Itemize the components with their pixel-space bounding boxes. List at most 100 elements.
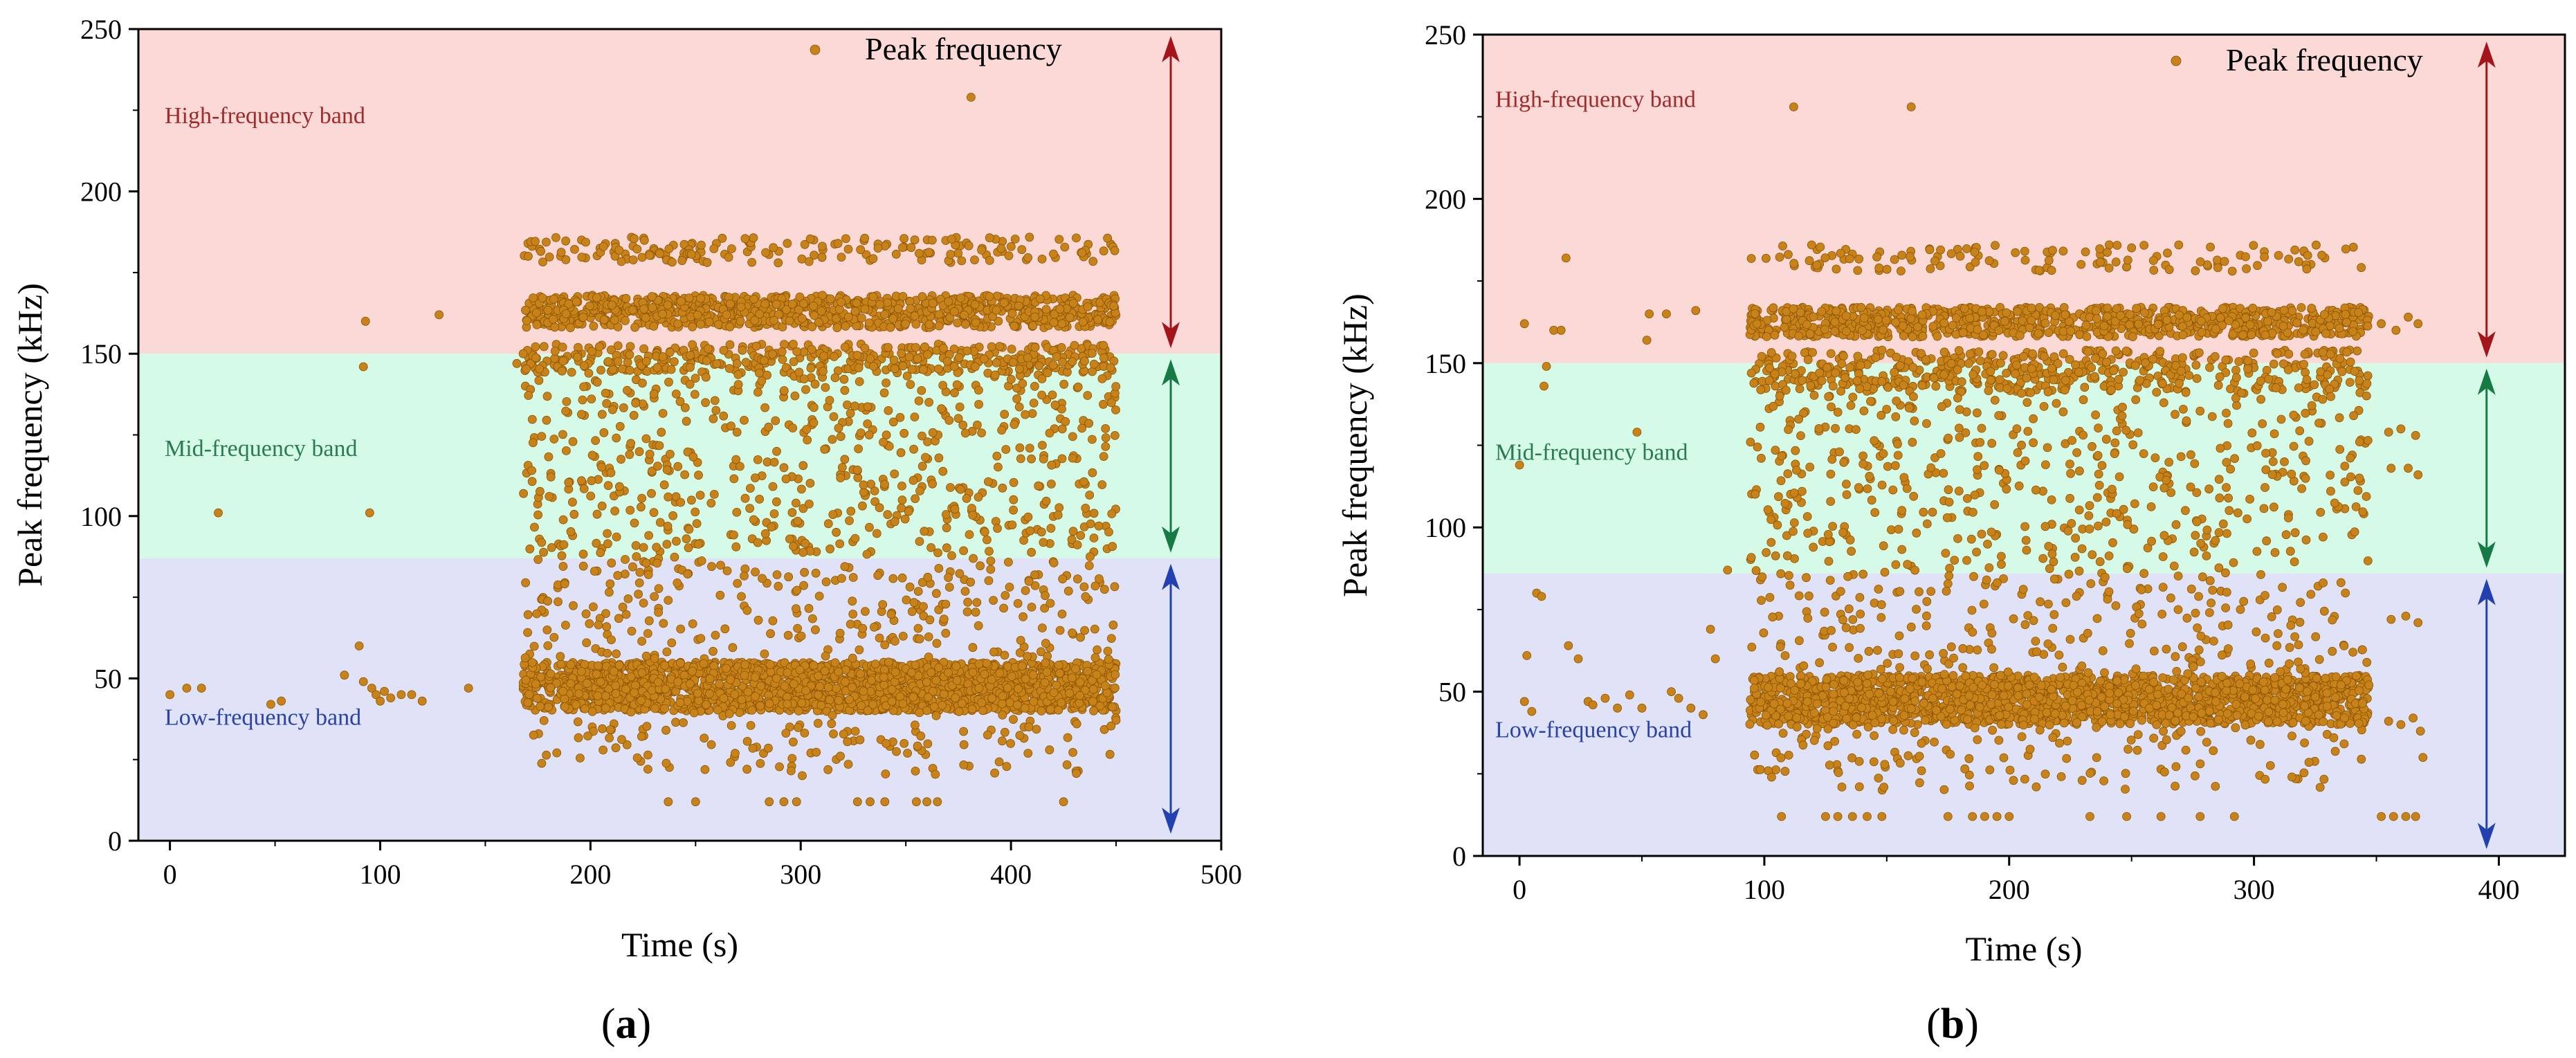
data-point xyxy=(869,362,878,371)
data-point xyxy=(998,711,1007,720)
data-point xyxy=(340,671,349,680)
data-point xyxy=(589,321,599,331)
data-point xyxy=(661,758,671,768)
data-point xyxy=(1045,704,1055,714)
data-point xyxy=(887,685,897,694)
data-point xyxy=(522,316,531,325)
data-point xyxy=(740,416,749,425)
data-point xyxy=(631,541,641,550)
data-point xyxy=(562,446,571,455)
data-point xyxy=(668,257,677,267)
data-point xyxy=(926,668,935,677)
data-point xyxy=(1014,684,1023,693)
data-point xyxy=(647,489,656,498)
data-point xyxy=(527,477,537,486)
data-point xyxy=(613,341,623,351)
data-point xyxy=(854,363,864,372)
data-point xyxy=(569,601,578,610)
data-point xyxy=(710,396,720,405)
data-point xyxy=(687,495,696,505)
data-point xyxy=(542,626,552,635)
data-point xyxy=(1015,443,1025,453)
data-point xyxy=(727,421,736,431)
data-point xyxy=(917,462,927,471)
data-point xyxy=(709,414,718,423)
data-point xyxy=(1101,424,1111,433)
data-point xyxy=(597,410,607,419)
data-point xyxy=(587,347,596,356)
data-point xyxy=(902,595,911,605)
data-point xyxy=(1050,400,1060,410)
data-point xyxy=(539,716,549,725)
data-point xyxy=(911,343,920,352)
data-point xyxy=(1099,340,1108,350)
data-point xyxy=(959,546,968,556)
data-point xyxy=(841,321,850,331)
data-point xyxy=(652,363,662,372)
data-point xyxy=(1024,722,1034,731)
data-point xyxy=(566,679,576,688)
data-point xyxy=(883,298,892,308)
data-point xyxy=(897,573,907,583)
data-point xyxy=(955,569,965,578)
data-point xyxy=(709,244,719,253)
data-point xyxy=(668,511,677,520)
data-point xyxy=(737,695,747,704)
data-point xyxy=(599,242,608,251)
data-point xyxy=(1075,698,1084,708)
data-point xyxy=(931,675,941,685)
data-point xyxy=(578,561,588,571)
data-point xyxy=(666,365,676,374)
data-point xyxy=(637,696,646,705)
data-point xyxy=(726,299,735,309)
data-point xyxy=(966,577,976,587)
data-point xyxy=(834,423,843,432)
data-point xyxy=(675,697,685,707)
data-point xyxy=(884,343,893,352)
data-point xyxy=(804,257,814,266)
data-point xyxy=(960,428,970,438)
data-point xyxy=(550,347,560,356)
data-point xyxy=(670,357,679,367)
data-point xyxy=(1090,624,1099,634)
data-point xyxy=(740,234,750,244)
data-point xyxy=(671,390,681,399)
data-point xyxy=(592,377,602,387)
data-point xyxy=(552,748,562,758)
data-point xyxy=(701,372,711,382)
data-point xyxy=(912,797,921,807)
data-point xyxy=(1037,527,1046,537)
data-point xyxy=(523,610,533,619)
data-point xyxy=(745,504,754,513)
data-point xyxy=(843,244,853,254)
data-point xyxy=(985,547,994,556)
data-point xyxy=(527,414,537,424)
data-point xyxy=(793,516,803,526)
data-point xyxy=(522,364,531,374)
data-point xyxy=(954,706,964,716)
data-point xyxy=(684,293,694,303)
data-point xyxy=(1059,797,1068,807)
data-point xyxy=(732,428,742,437)
data-point xyxy=(650,592,659,601)
data-point xyxy=(1088,367,1097,376)
data-point xyxy=(1049,688,1059,697)
data-point xyxy=(863,419,873,428)
data-point xyxy=(779,797,789,807)
data-point xyxy=(1045,599,1055,608)
data-point xyxy=(960,310,969,320)
data-point xyxy=(766,629,775,639)
data-point xyxy=(937,404,946,414)
data-point xyxy=(779,386,789,395)
data-point xyxy=(971,318,980,327)
data-point xyxy=(928,298,938,308)
data-point xyxy=(911,767,920,776)
data-point xyxy=(1106,634,1116,643)
data-point xyxy=(821,651,830,661)
data-point xyxy=(890,637,899,646)
data-point xyxy=(789,737,798,747)
data-point xyxy=(543,305,553,315)
data-point xyxy=(649,508,659,518)
data-point xyxy=(797,698,807,708)
data-point xyxy=(639,344,648,354)
